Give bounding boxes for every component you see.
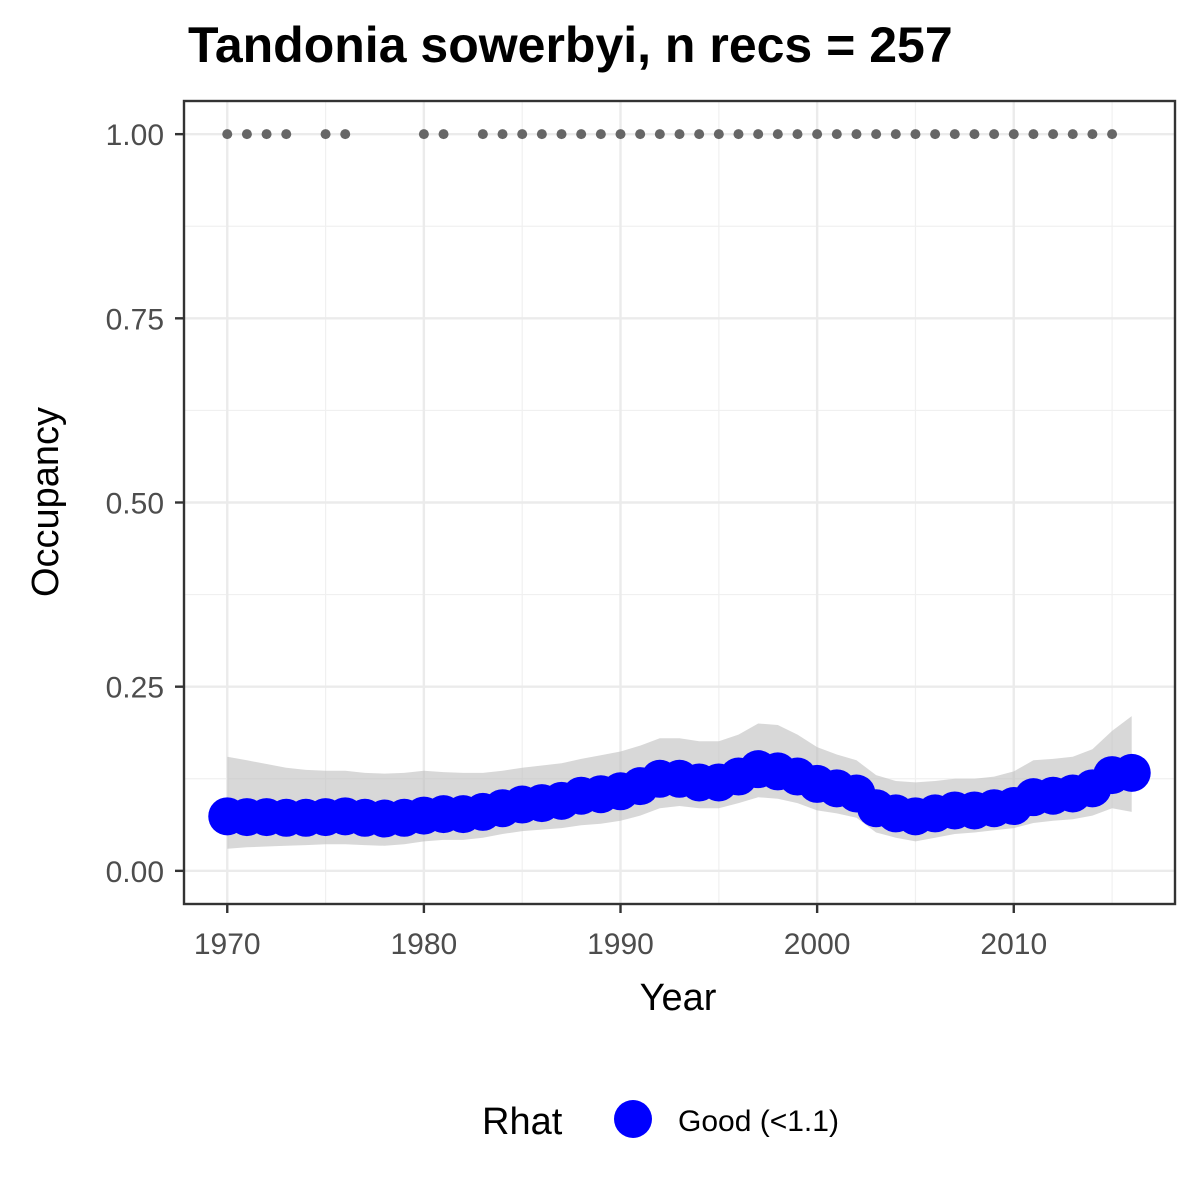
chart-title: Tandonia sowerbyi, n recs = 257 <box>188 17 953 73</box>
record-point <box>1087 129 1098 140</box>
record-point <box>654 129 665 140</box>
y-axis: 0.00 0.25 0.50 0.75 1.00 <box>106 119 184 889</box>
record-point <box>222 129 233 140</box>
record-point <box>556 129 567 140</box>
legend: Rhat Good (<1.1) <box>482 1100 839 1143</box>
occupancy-point <box>1112 753 1151 792</box>
record-point <box>890 129 901 140</box>
record-point <box>694 129 705 140</box>
y-axis-title: Occupancy <box>25 407 67 597</box>
record-point <box>910 129 921 140</box>
record-point <box>713 129 724 140</box>
record-point <box>517 129 528 140</box>
record-point <box>831 129 842 140</box>
record-point <box>871 129 882 140</box>
record-point <box>477 129 488 140</box>
record-point <box>635 129 646 140</box>
records-points-layer <box>222 129 1118 140</box>
record-point <box>949 129 960 140</box>
legend-key-good <box>614 1100 652 1138</box>
record-point <box>595 129 606 140</box>
y-tick-label: 0.00 <box>106 856 164 889</box>
record-point <box>418 129 429 140</box>
record-point <box>536 129 547 140</box>
record-point <box>851 129 862 140</box>
x-axis-title: Year <box>640 977 717 1019</box>
record-point <box>812 129 823 140</box>
legend-title: Rhat <box>482 1101 563 1143</box>
occupancy-points-layer <box>208 750 1151 838</box>
record-point <box>320 129 331 140</box>
y-tick-label: 1.00 <box>106 119 164 152</box>
x-tick-label: 2010 <box>980 928 1047 961</box>
record-point <box>340 129 351 140</box>
record-point <box>733 129 744 140</box>
legend-label-good: Good (<1.1) <box>678 1105 839 1138</box>
y-tick-label: 0.25 <box>106 672 164 705</box>
record-point <box>674 129 685 140</box>
record-point <box>969 129 980 140</box>
record-point <box>1107 129 1118 140</box>
y-tick-label: 0.75 <box>106 303 164 336</box>
record-point <box>497 129 508 140</box>
record-point <box>576 129 587 140</box>
record-point <box>930 129 941 140</box>
record-point <box>261 129 272 140</box>
record-point <box>241 129 252 140</box>
record-point <box>615 129 626 140</box>
x-tick-label: 1970 <box>194 928 261 961</box>
record-point <box>1008 129 1019 140</box>
record-point <box>1048 129 1059 140</box>
record-point <box>281 129 292 140</box>
x-tick-label: 1990 <box>587 928 654 961</box>
x-axis: 1970 1980 1990 2000 2010 <box>194 904 1047 961</box>
record-point <box>792 129 803 140</box>
y-tick-label: 0.50 <box>106 488 164 521</box>
record-point <box>438 129 449 140</box>
record-point <box>989 129 1000 140</box>
x-tick-label: 1980 <box>391 928 458 961</box>
x-tick-label: 2000 <box>784 928 851 961</box>
record-point <box>1067 129 1078 140</box>
record-point <box>772 129 783 140</box>
record-point <box>753 129 764 140</box>
record-point <box>1028 129 1039 140</box>
